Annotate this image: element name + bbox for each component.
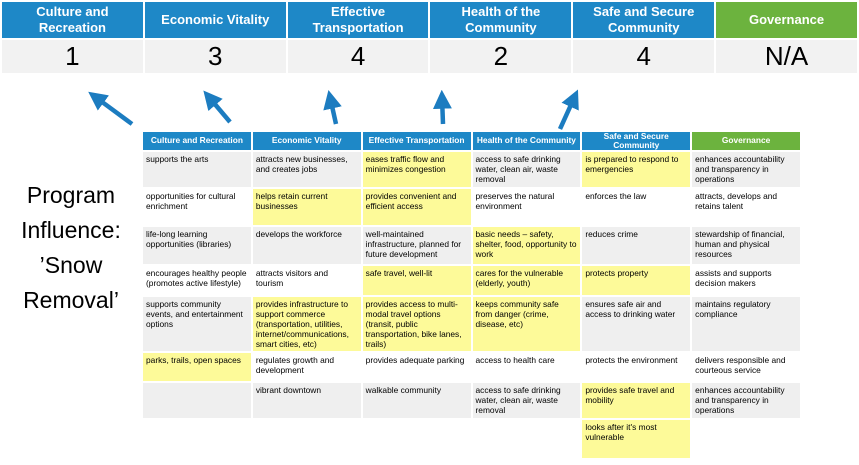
matrix-cell-r4-c2: attracts visitors and tourism — [252, 266, 361, 295]
matrix-cell-r8-c1 — [143, 420, 251, 458]
pillar-band: Culture and Recreation Economic Vitality E… — [2, 2, 857, 73]
matrix-header-safe-and-secure-community: Safe and Secure Community — [582, 132, 691, 150]
matrix-cell-r3-c4: basic needs – safety, shelter, food, opp… — [472, 227, 581, 264]
matrix-cell-r2-c1: opportunities for cultural enrichment — [143, 189, 251, 225]
title-line-2: ’Snow Removal’ — [23, 252, 119, 313]
arrow-icon-health — [432, 89, 452, 125]
pillar-matrix: Culture and Recreation Economic Vitality E… — [143, 132, 800, 458]
arrow-icon-safe — [557, 89, 579, 130]
matrix-cell-r1-c2: attracts new businesses, and creates job… — [252, 152, 361, 187]
matrix-cell-r7-c5: provides safe travel and mobility — [582, 383, 691, 418]
program-influence-title: Program Influence: ’Snow Removal’ — [0, 178, 142, 318]
pillar-score-health-of-the-community: 2 — [430, 40, 572, 73]
matrix-cell-r4-c4: cares for the vulnerable (elderly, youth… — [472, 266, 581, 295]
matrix-header-effective-transportation: Effective Transportation — [362, 132, 471, 150]
matrix-cell-r5-c1: supports community events, and entertain… — [143, 297, 251, 351]
matrix-cell-r6-c3: provides adequate parking — [362, 353, 471, 381]
matrix-cell-r8-c6 — [692, 420, 800, 458]
arrow-icon-culture — [88, 91, 134, 126]
title-line-1: Program Influence: — [21, 182, 121, 243]
pillar-header-governance: Governance — [716, 2, 857, 38]
matrix-cell-r8-c2 — [252, 420, 361, 458]
matrix-cell-r4-c3: safe travel, well-lit — [362, 266, 471, 295]
pillar-header-health-of-the-community: Health of the Community — [430, 2, 572, 38]
arrow-icon-transportation — [323, 89, 342, 125]
matrix-cell-r5-c3: provides access to multi-modal travel op… — [362, 297, 471, 351]
matrix-header-governance: Governance — [692, 132, 800, 150]
matrix-cell-r3-c2: develops the workforce — [252, 227, 361, 264]
matrix-header-health-of-the-community: Health of the Community — [472, 132, 581, 150]
matrix-cell-r5-c6: maintains regulatory compliance — [692, 297, 800, 351]
matrix-cell-r2-c6: attracts, develops and retains talent — [692, 189, 800, 225]
matrix-cell-r3-c6: stewardship of financial, human and phys… — [692, 227, 800, 264]
matrix-cell-r2-c2: helps retain current businesses — [252, 189, 361, 225]
matrix-cell-r6-c2: regulates growth and development — [252, 353, 361, 381]
pillar-score-governance: N/A — [716, 40, 857, 73]
matrix-cell-r7-c3: walkable community — [362, 383, 471, 418]
matrix-cell-r1-c1: supports the arts — [143, 152, 251, 187]
matrix-cell-r1-c6: enhances accountability and transparency… — [692, 152, 800, 187]
pillar-header-culture-and-recreation: Culture and Recreation — [2, 2, 143, 38]
matrix-cell-r8-c4 — [472, 420, 581, 458]
pillar-header-safe-and-secure-community: Safe and Secure Community — [573, 2, 715, 38]
matrix-cell-r5-c5: ensures safe air and access to drinking … — [582, 297, 691, 351]
matrix-header-economic-vitality: Economic Vitality — [252, 132, 361, 150]
matrix-cell-r4-c5: protects property — [582, 266, 691, 295]
matrix-cell-r6-c4: access to health care — [472, 353, 581, 381]
matrix-cell-r2-c3: provides convenient and efficient access — [362, 189, 471, 225]
pillar-score-economic-vitality: 3 — [144, 40, 286, 73]
matrix-cell-r1-c3: eases traffic flow and minimizes congest… — [362, 152, 471, 187]
matrix-cell-r5-c4: keeps community safe from danger (crime,… — [472, 297, 581, 351]
pillar-score-culture-and-recreation: 1 — [2, 40, 143, 73]
pillar-header-economic-vitality: Economic Vitality — [144, 2, 286, 38]
matrix-cell-r6-c1: parks, trails, open spaces — [143, 353, 251, 381]
matrix-cell-r3-c3: well-maintained infrastructure, planned … — [362, 227, 471, 264]
pillar-header-effective-transportation: Effective Transportation — [287, 2, 429, 38]
matrix-cell-r2-c4: preserves the natural environment — [472, 189, 581, 225]
matrix-cell-r5-c2: provides infrastructure to support comme… — [252, 297, 361, 351]
matrix-cell-r3-c5: reduces crime — [582, 227, 691, 264]
matrix-cell-r3-c1: life-long learning opportunities (librar… — [143, 227, 251, 264]
matrix-cell-r7-c4: access to safe drinking water, clean air… — [472, 383, 581, 418]
arrow-icon-economic — [203, 90, 232, 124]
matrix-cell-r4-c6: assists and supports decision makers — [692, 266, 800, 295]
matrix-cell-r7-c1 — [143, 383, 251, 418]
matrix-cell-r7-c2: vibrant downtown — [252, 383, 361, 418]
matrix-cell-r6-c5: protects the environment — [582, 353, 691, 381]
matrix-cell-r6-c6: delivers responsible and courteous servi… — [692, 353, 800, 381]
matrix-cell-r7-c6: enhances accountability and transparency… — [692, 383, 800, 418]
pillar-score-effective-transportation: 4 — [287, 40, 429, 73]
matrix-cell-r8-c3 — [362, 420, 471, 458]
matrix-cell-r4-c1: encourages healthy people (promotes acti… — [143, 266, 251, 295]
pillar-score-safe-and-secure-community: 4 — [573, 40, 715, 73]
matrix-header-culture-and-recreation: Culture and Recreation — [143, 132, 251, 150]
matrix-cell-r1-c5: is prepared to respond to emergencies — [582, 152, 691, 187]
matrix-cell-r8-c5: looks after it's most vulnerable — [582, 420, 691, 458]
matrix-cell-r1-c4: access to safe drinking water, clean air… — [472, 152, 581, 187]
matrix-cell-r2-c5: enforces the law — [582, 189, 691, 225]
